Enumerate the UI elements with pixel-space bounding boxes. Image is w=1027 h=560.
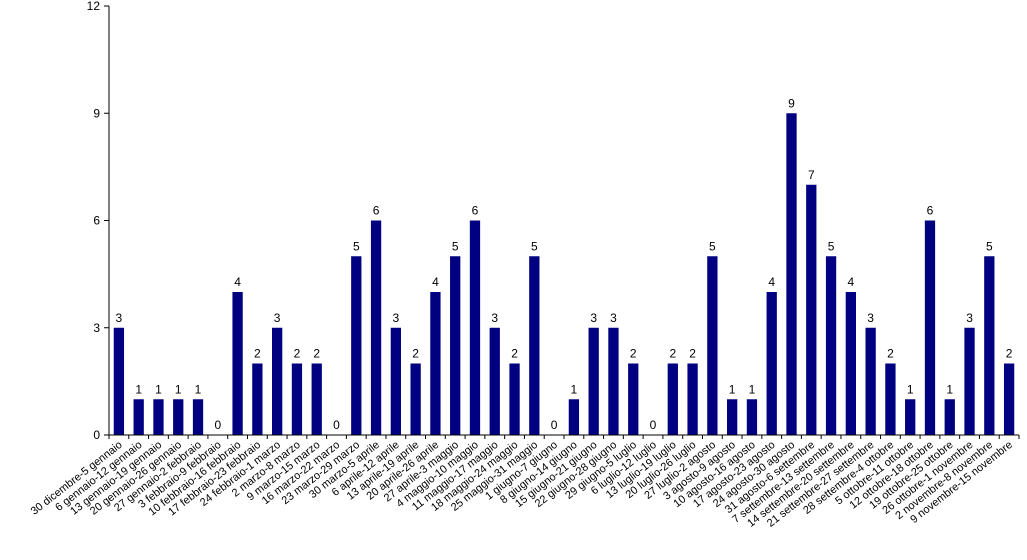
bar [964,327,975,435]
data-label: 6 [927,204,934,218]
data-label: 2 [689,347,696,361]
bar [232,292,243,435]
bar [845,292,856,435]
data-label: 0 [214,418,221,432]
data-label: 1 [946,382,953,396]
bar [291,363,303,435]
data-label: 2 [313,347,320,361]
bar [430,292,441,435]
bar [825,256,837,435]
bar [984,256,995,435]
data-label: 1 [571,382,578,396]
bar [905,399,916,435]
bar [192,399,204,435]
bar [727,399,738,435]
data-label: 0 [333,418,340,432]
bars-layer [113,113,1015,435]
bar [529,256,540,435]
data-label: 0 [551,418,558,432]
data-label: 5 [452,239,459,253]
data-label: 9 [788,96,795,110]
data-label: 1 [907,382,914,396]
data-label: 1 [729,382,736,396]
data-label: 4 [432,275,439,289]
bar [469,220,481,435]
bar [173,399,184,435]
bar [1003,363,1015,435]
data-label: 2 [294,347,301,361]
bar [133,399,144,435]
data-label: 3 [867,311,874,325]
y-tick-label: 12 [87,0,101,13]
bar [806,184,817,435]
data-label: 2 [887,347,894,361]
data-label: 3 [590,311,597,325]
y-tick-label: 6 [93,214,100,228]
data-label: 3 [966,311,973,325]
data-label: 5 [828,239,835,253]
bar [707,256,718,435]
data-label: 3 [610,311,617,325]
data-label: 6 [373,204,380,218]
data-label: 0 [650,418,657,432]
bar [153,399,164,435]
bar [390,327,401,435]
bar [786,113,797,435]
data-label: 4 [234,275,241,289]
bar [410,363,421,435]
data-label: 5 [531,239,538,253]
bar [608,327,619,435]
data-label: 4 [848,275,855,289]
data-label: 1 [155,382,162,396]
data-label: 1 [195,382,202,396]
data-label: 2 [630,347,637,361]
data-label: 1 [175,382,182,396]
data-label: 3 [393,311,400,325]
data-label: 6 [472,204,479,218]
bar [885,363,896,435]
y-tick-label: 0 [93,428,100,442]
data-label: 5 [986,239,993,253]
bar [667,363,678,435]
data-label: 1 [135,382,142,396]
data-label: 2 [511,347,518,361]
bar [628,363,639,435]
data-label: 2 [1006,347,1013,361]
bar [924,220,936,435]
bar [311,363,322,435]
bar [588,327,599,435]
bar [252,363,263,435]
bar [944,399,955,435]
data-label: 3 [274,311,281,325]
y-tick-label: 3 [93,321,100,335]
data-label: 5 [709,239,716,253]
data-label: 2 [669,347,676,361]
data-label: 4 [768,275,775,289]
bar [370,220,382,435]
bar [746,399,758,435]
y-axis-ticks: 0 3 6 9 12 [87,0,109,442]
bar [568,399,580,435]
data-label: 1 [749,382,756,396]
data-label: 2 [412,347,419,361]
bar [351,256,362,435]
bar [865,327,876,435]
bar [687,363,698,435]
bar [450,256,461,435]
data-label: 5 [353,239,360,253]
data-label: 3 [491,311,498,325]
bar [489,327,500,435]
y-tick-label: 9 [93,106,100,120]
data-label: 3 [116,311,123,325]
bar [766,292,777,435]
data-label: 2 [254,347,261,361]
bar [113,327,125,435]
data-label: 7 [808,168,815,182]
bar [272,327,283,435]
bar [509,363,520,435]
